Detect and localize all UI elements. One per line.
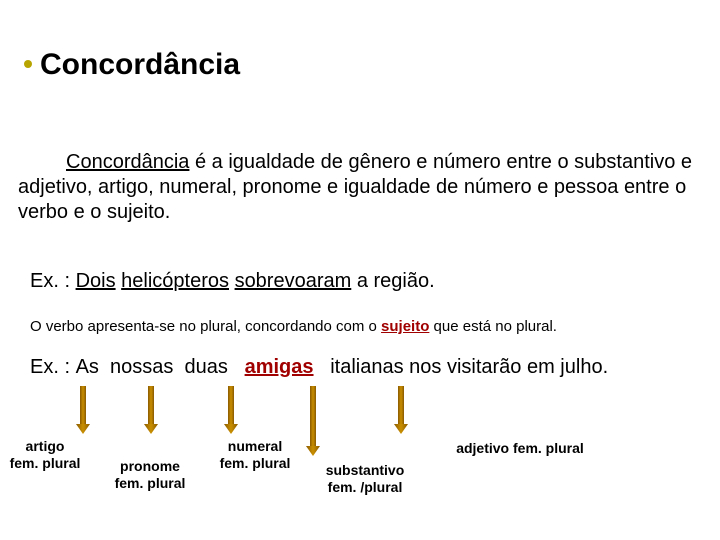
note-sujeito: sujeito	[381, 318, 429, 335]
arrow-pronome	[144, 386, 158, 438]
label-adjetivo: adjetivo fem. plural	[440, 440, 600, 457]
label-artigo: artigofem. plural	[0, 438, 90, 472]
ex1-w3: sobrevoaram	[235, 270, 352, 292]
ex1-w2: helicópteros	[121, 270, 229, 292]
arrow-artigo	[76, 386, 90, 438]
definition-term: Concordância	[66, 151, 189, 173]
ex2-as: As	[76, 356, 99, 379]
label-pronome: pronomefem. plural	[100, 458, 200, 492]
label-numeral: numeralfem. plural	[210, 438, 300, 472]
ex2-amigas: amigas	[245, 356, 314, 379]
arrow-adjetivo	[394, 386, 408, 438]
ex2-rest: italianas nos visitarão em julho.	[330, 356, 608, 378]
arrow-substantivo	[306, 386, 320, 460]
ex1-w1: Dois	[76, 270, 116, 292]
label-substantivo: substantivofem. /plural	[310, 462, 420, 496]
arrow-numeral	[224, 386, 238, 438]
ex1-rest: a região.	[351, 270, 434, 292]
note-text: O verbo apresenta-se no plural, concorda…	[30, 318, 557, 335]
title-bullet	[24, 60, 32, 68]
note-after: que está no plural.	[429, 318, 557, 335]
page-title: Concordância	[40, 48, 240, 82]
example-1: Ex. : Dois helicópteros sobrevoaram a re…	[30, 270, 435, 293]
ex2-prefix: Ex. :	[30, 356, 76, 378]
definition-text: Concordância é a igualdade de gênero e n…	[18, 150, 700, 225]
ex2-duas: duas	[185, 356, 228, 379]
ex1-prefix: Ex. :	[30, 270, 76, 292]
note-before: O verbo apresenta-se no plural, concorda…	[30, 318, 381, 335]
ex2-nossas: nossas	[110, 356, 173, 379]
example-2: Ex. : As nossas duas amigas italianas no…	[30, 356, 608, 379]
